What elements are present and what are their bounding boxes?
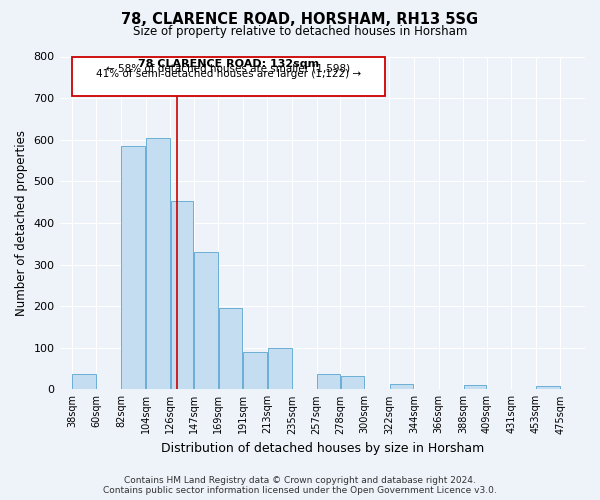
Bar: [341, 376, 364, 390]
Bar: [194, 252, 218, 390]
Bar: [244, 352, 267, 390]
Y-axis label: Number of detached properties: Number of detached properties: [15, 130, 28, 316]
Bar: [146, 138, 170, 390]
Text: 78, CLARENCE ROAD, HORSHAM, RH13 5SG: 78, CLARENCE ROAD, HORSHAM, RH13 5SG: [121, 12, 479, 28]
Bar: [219, 308, 242, 390]
Text: 78 CLARENCE ROAD: 132sqm: 78 CLARENCE ROAD: 132sqm: [138, 60, 319, 70]
Text: ← 58% of detached houses are smaller (1,598): ← 58% of detached houses are smaller (1,…: [106, 64, 350, 74]
Text: Contains HM Land Registry data © Crown copyright and database right 2024.
Contai: Contains HM Land Registry data © Crown c…: [103, 476, 497, 495]
Bar: [317, 374, 340, 390]
Bar: [536, 386, 560, 390]
FancyBboxPatch shape: [72, 56, 385, 96]
Bar: [390, 384, 413, 390]
Bar: [268, 348, 292, 390]
Text: Size of property relative to detached houses in Horsham: Size of property relative to detached ho…: [133, 25, 467, 38]
Bar: [464, 385, 486, 390]
Bar: [170, 201, 193, 390]
Text: 41% of semi-detached houses are larger (1,122) →: 41% of semi-detached houses are larger (…: [96, 68, 361, 78]
Bar: [72, 374, 96, 390]
Bar: [121, 146, 145, 390]
X-axis label: Distribution of detached houses by size in Horsham: Distribution of detached houses by size …: [161, 442, 484, 455]
